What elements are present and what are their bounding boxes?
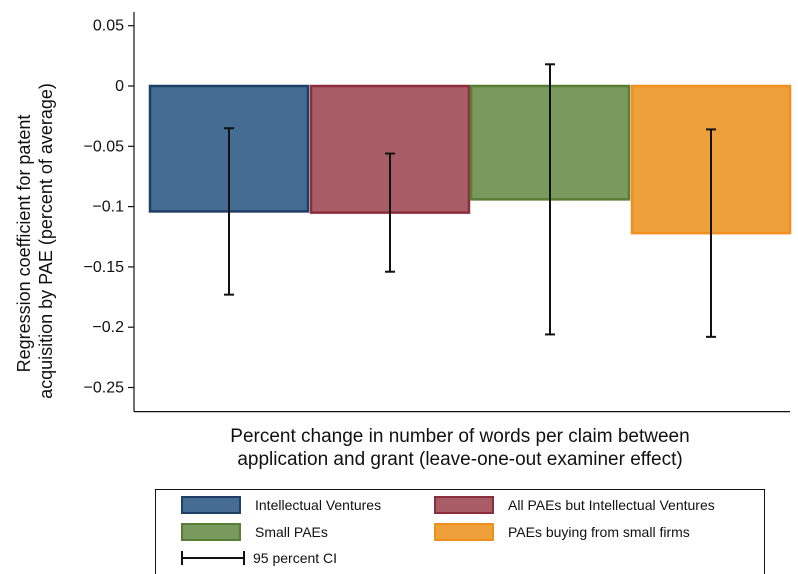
legend-label-small-paes: Small PAEs	[255, 524, 328, 540]
legend-label-intellectual-ventures: Intellectual Ventures	[255, 497, 382, 513]
legend-label-paes-small-firms: PAEs buying from small firms	[508, 524, 690, 540]
ci-key-icon	[181, 551, 245, 565]
legend-swatch-small-paes	[181, 523, 241, 541]
y-tick-label: 0.05	[93, 18, 124, 35]
legend-label-all-paes: All PAEs but Intellectual Ventures	[508, 497, 715, 513]
y-tick-label: −0.15	[84, 259, 125, 276]
legend-label-ci: 95 percent CI	[253, 550, 338, 566]
legend-item-ci: 95 percent CI	[181, 550, 337, 566]
legend-item-intellectual-ventures: Intellectual Ventures	[181, 496, 381, 514]
legend: Intellectual Ventures All PAEs but Intel…	[155, 489, 765, 574]
y-tick-label: 0	[115, 78, 124, 95]
legend-swatch-intellectual-ventures	[181, 496, 241, 514]
bars	[148, 84, 792, 235]
y-tick-label: −0.25	[84, 380, 125, 397]
bar-chart: Regression coefficient for patent acquis…	[14, 12, 792, 413]
x-axis-label-line2: application and grant (leave-one-out exa…	[237, 449, 683, 470]
legend-item-small-paes: Small PAEs	[181, 523, 328, 541]
y-tick-label: −0.2	[92, 319, 124, 336]
legend-swatch-all-paes	[434, 496, 494, 514]
error-bars	[224, 63, 716, 338]
y-axis: 0.05 0 −0.05 −0.1 −0.15 −0.2 −0.25	[84, 12, 790, 413]
x-axis-label-line1: Percent change in number of words per cl…	[230, 426, 690, 447]
y-axis-label-line1: Regression coefficient for patent	[14, 115, 34, 373]
legend-item-paes-small-firms: PAEs buying from small firms	[434, 523, 690, 541]
y-axis-label-line2: acquisition by PAE (percent of average)	[36, 83, 56, 399]
y-tick-label: −0.05	[84, 138, 125, 155]
legend-item-all-paes: All PAEs but Intellectual Ventures	[434, 496, 715, 514]
y-axis-label: Regression coefficient for patent acquis…	[14, 83, 56, 399]
legend-swatch-paes-small-firms	[434, 523, 494, 541]
y-tick-label: −0.1	[92, 199, 124, 216]
